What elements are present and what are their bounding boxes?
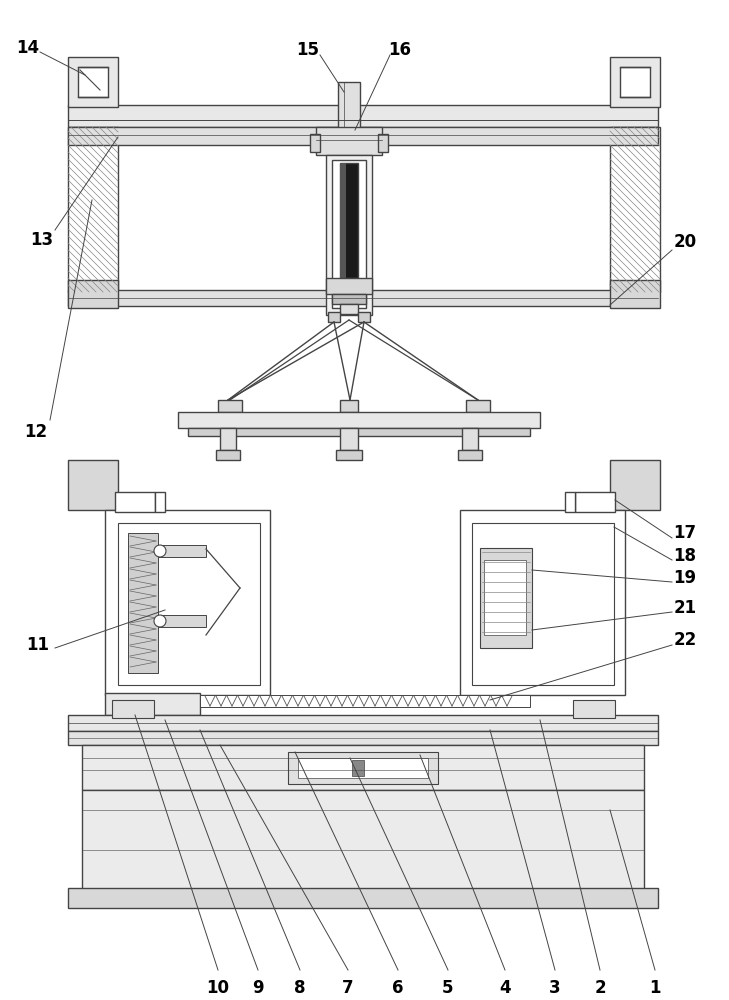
Bar	[472, 523, 614, 685]
Bar	[68, 105, 658, 127]
Bar	[328, 312, 340, 322]
Text: 16: 16	[389, 41, 411, 59]
Bar	[216, 450, 240, 460]
Text: 18: 18	[674, 547, 696, 565]
Bar	[158, 615, 206, 627]
Text: 8: 8	[295, 979, 305, 997]
Bar	[68, 127, 658, 145]
Text: 3: 3	[549, 979, 561, 997]
Bar	[68, 888, 658, 908]
Text: 6: 6	[392, 979, 404, 997]
Text: 2: 2	[594, 979, 606, 997]
Bar	[340, 400, 358, 412]
Text: 7: 7	[342, 979, 354, 997]
Text: 15: 15	[297, 41, 319, 59]
Bar	[78, 67, 108, 97]
Text: 10: 10	[206, 979, 230, 997]
Bar	[610, 460, 660, 510]
Bar	[460, 510, 625, 695]
Bar	[310, 134, 320, 152]
Bar	[466, 400, 490, 412]
Bar	[338, 82, 360, 130]
Bar	[336, 450, 362, 460]
Bar	[352, 760, 364, 776]
Bar	[610, 280, 660, 308]
Text: 1: 1	[650, 979, 660, 997]
Text: 12: 12	[25, 423, 47, 441]
Bar	[332, 294, 366, 304]
Text: 17: 17	[674, 524, 697, 542]
Bar	[188, 428, 530, 436]
Bar	[332, 160, 366, 308]
Text: 14: 14	[17, 39, 39, 57]
Bar	[565, 492, 575, 512]
Text: 4: 4	[499, 979, 511, 997]
Text: 11: 11	[26, 636, 50, 654]
Bar	[118, 523, 260, 685]
Text: 19: 19	[674, 569, 697, 587]
Bar	[480, 548, 532, 648]
Bar	[68, 731, 658, 745]
Bar	[573, 700, 615, 718]
Bar	[155, 492, 165, 512]
Bar	[575, 492, 615, 512]
Bar	[115, 492, 155, 512]
Bar	[82, 745, 644, 790]
Bar	[326, 155, 372, 315]
Circle shape	[154, 615, 166, 627]
Bar	[288, 752, 438, 784]
Bar	[610, 127, 660, 292]
Bar	[220, 428, 236, 450]
Bar	[128, 533, 158, 673]
Bar	[82, 790, 644, 890]
Bar	[610, 57, 660, 107]
Text: 13: 13	[31, 231, 53, 249]
Bar	[68, 280, 118, 308]
Bar	[298, 758, 428, 778]
Bar	[340, 163, 358, 278]
Bar	[326, 278, 372, 294]
Bar	[340, 304, 358, 314]
Circle shape	[154, 545, 166, 557]
Text: 20: 20	[674, 233, 697, 251]
Text: 21: 21	[674, 599, 697, 617]
Bar	[484, 560, 526, 635]
Bar	[200, 695, 530, 707]
Bar	[340, 428, 358, 450]
Bar	[105, 693, 200, 715]
Bar	[620, 67, 650, 97]
Bar	[358, 312, 370, 322]
Bar	[158, 545, 206, 557]
Bar	[178, 412, 540, 428]
Text: 5: 5	[443, 979, 453, 997]
Bar	[68, 290, 658, 306]
Bar	[378, 134, 388, 152]
Bar	[316, 127, 382, 155]
Bar	[68, 715, 658, 731]
Bar	[462, 428, 478, 450]
Bar	[68, 57, 118, 107]
Bar	[68, 127, 118, 292]
Bar	[68, 460, 118, 510]
Text: 9: 9	[252, 979, 264, 997]
Bar	[218, 400, 242, 412]
Bar	[112, 700, 154, 718]
Bar	[458, 450, 482, 460]
Bar	[340, 163, 346, 278]
Text: 22: 22	[674, 631, 697, 649]
Bar	[105, 510, 270, 695]
